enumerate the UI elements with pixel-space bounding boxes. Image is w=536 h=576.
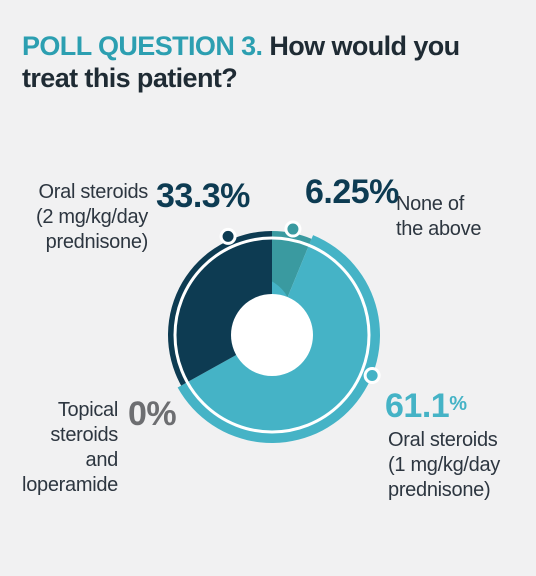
- pct-oral-steroids-2mg: 33.3%: [156, 177, 250, 215]
- pct-topical-steroids: 0%: [128, 395, 177, 433]
- label-oral2-line2: (2 mg/kg/day: [35, 206, 148, 228]
- label-topical-line2: steroids: [50, 424, 118, 446]
- label-topical-line3: and: [85, 449, 119, 471]
- pct-oral1-sign: %: [449, 393, 467, 415]
- label-topical-line4: loperamide: [22, 474, 118, 496]
- label-oral-steroids-2mg: Oral steroids (2 mg/kg/day prednisone): [14, 180, 148, 255]
- pct-none-of-above: 6.25%: [305, 173, 399, 211]
- label-none-line1: None of: [396, 193, 464, 215]
- label-oral-steroids-1mg: Oral steroids (1 mg/kg/day prednisone): [388, 428, 500, 503]
- slice-none-of-the-above: [272, 231, 312, 298]
- label-oral1-line3: prednisone): [388, 479, 491, 501]
- label-oral2-line3: prednisone): [45, 231, 149, 253]
- donut-separator-ring: [173, 236, 371, 434]
- label-none-line2: the above: [396, 218, 482, 240]
- label-oral1-line1: Oral steroids: [388, 429, 498, 451]
- marker-dot-oral-steroids-1-mg-kg-day-prednisone: [363, 366, 381, 384]
- poll-title: POLL QUESTION 3. How would you treat thi…: [22, 30, 502, 94]
- label-oral1-line2: (1 mg/kg/day: [388, 454, 501, 476]
- label-topical-line1: Topical: [57, 399, 118, 421]
- label-oral2-line1: Oral steroids: [38, 181, 149, 203]
- poll-question-text: How would you treat this patient?: [22, 31, 460, 93]
- marker-dot-oral-steroids-2-mg-kg-day-prednisone: [219, 227, 237, 245]
- label-none-of-above: None of the above: [396, 192, 481, 242]
- marker-dot-none-of-the-above: [284, 220, 302, 238]
- pct-oral1-value: 61.1: [385, 387, 450, 425]
- pct-oral-steroids-1mg: 61.1%: [385, 387, 467, 425]
- poll-question-tag: POLL QUESTION 3.: [22, 31, 263, 61]
- donut-hole: [231, 294, 313, 376]
- label-topical-steroids: Topical steroids and loperamide: [14, 398, 118, 498]
